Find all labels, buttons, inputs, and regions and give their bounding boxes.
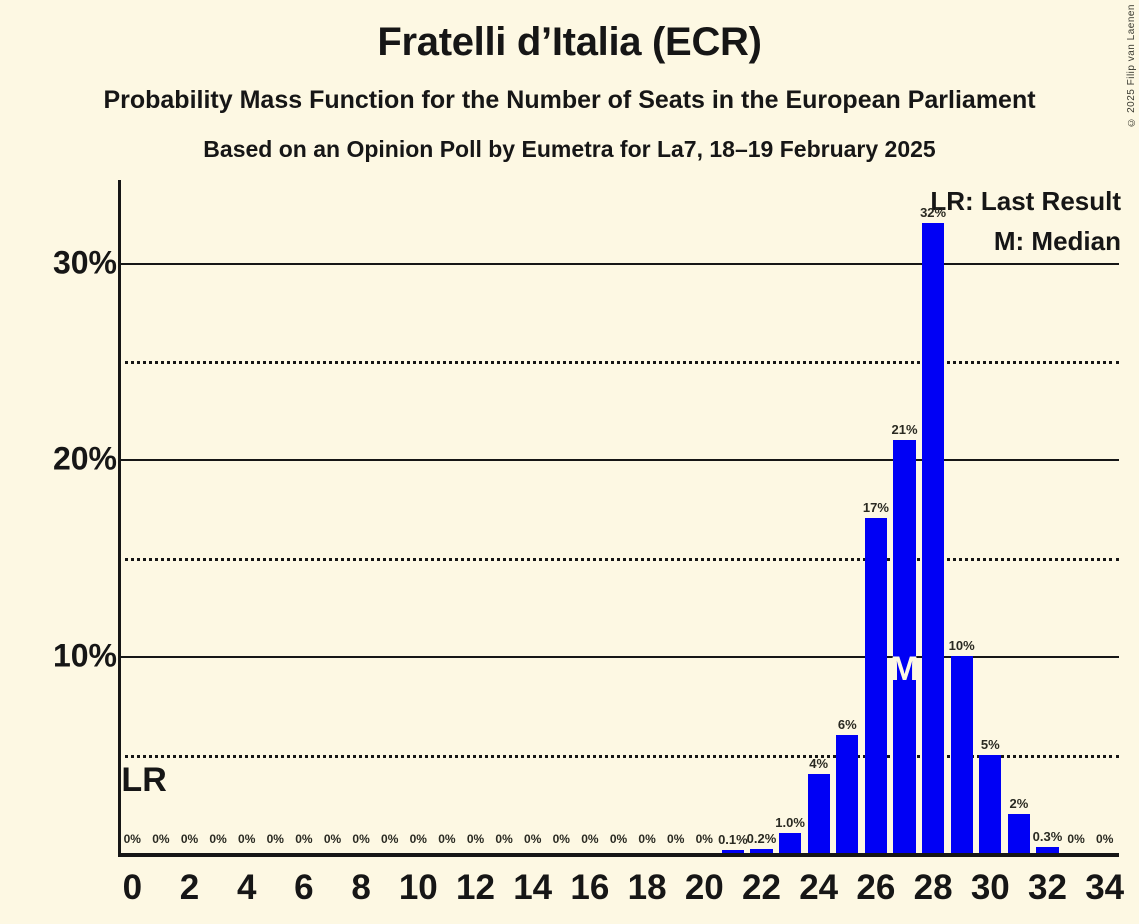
bar-value-label: 0% <box>180 832 199 846</box>
gridline-solid <box>118 459 1119 462</box>
chart-subtitle: Probability Mass Function for the Number… <box>103 86 1036 114</box>
gridline-solid <box>118 262 1119 265</box>
x-axis-tick-label: 20 <box>684 868 724 907</box>
x-axis-tick-label: 34 <box>1085 868 1125 907</box>
gridline-dotted <box>118 754 1119 758</box>
x-axis-tick-label: 4 <box>236 868 257 907</box>
plot-area: 0% 0% 0% 0% 0% 0% 0% 0% 0% 0% 0% 0% 0% 0% 0% 0% 0% 0% 0% 0%… <box>118 180 1119 853</box>
bar-value-label: 0% <box>381 832 399 846</box>
bar-value-label: 0% <box>352 832 370 846</box>
x-axis-tick-label: 2 <box>179 868 200 907</box>
bar <box>1007 813 1031 853</box>
bar-value-label: 32% <box>920 205 947 221</box>
bar-value-label: 0% <box>123 832 141 846</box>
bar-value-label: 0% <box>695 832 713 846</box>
x-axis-tick-label: 8 <box>351 868 371 907</box>
bar-value-label: 2% <box>1009 795 1029 811</box>
bar-value-label: 1.0% <box>775 815 805 831</box>
x-axis-tick-label: 26 <box>856 868 896 907</box>
gridline-dotted <box>118 557 1119 561</box>
bar <box>979 754 1002 853</box>
x-axis-tick-label: 16 <box>570 868 610 907</box>
bar <box>893 439 916 853</box>
bar-value-label: 0% <box>323 832 342 846</box>
bar <box>950 656 973 853</box>
x-axis-tick-label: 22 <box>742 868 781 907</box>
bar-value-label: 0% <box>524 832 542 846</box>
bar-value-label: 0% <box>295 832 313 846</box>
x-axis-tick-label: 0 <box>122 868 143 907</box>
last-result-marker: LR <box>121 760 167 799</box>
bar-value-label: 0.2% <box>746 831 777 847</box>
bar-value-label: 0% <box>409 832 427 846</box>
median-marker: M <box>890 650 919 689</box>
gridline-solid <box>118 656 1119 659</box>
bar-value-label: 10% <box>948 638 975 654</box>
bar-value-label: 0% <box>152 832 170 846</box>
bar-value-label: 0% <box>1096 832 1114 846</box>
bar-value-label: 5% <box>980 736 1000 752</box>
legend-median: M: Median <box>993 226 1121 256</box>
bar-value-label: 0% <box>1067 832 1085 846</box>
bar <box>750 849 773 853</box>
legend-last-result: LR: Last Result <box>930 186 1121 216</box>
bar <box>1036 847 1059 853</box>
bar-value-label: 0% <box>495 832 513 846</box>
bar-value-label: 0% <box>209 832 227 846</box>
y-axis-tick-label: 20% <box>52 440 117 477</box>
bar-value-label: 0.3% <box>1032 829 1063 845</box>
y-axis-tick-label: 30% <box>52 244 117 281</box>
bar-value-label: 21% <box>891 421 918 437</box>
bar-value-label: 0% <box>609 832 628 846</box>
bar <box>778 833 802 853</box>
chart-source-line: Based on an Opinion Poll by Eumetra for … <box>203 136 936 162</box>
bar-value-label: 0% <box>552 832 570 846</box>
bar-value-label: 0% <box>638 832 656 846</box>
x-axis-tick-label: 10 <box>398 868 438 907</box>
bar-value-label: 0% <box>438 832 456 846</box>
x-axis-tick-label: 12 <box>456 868 495 907</box>
bar-value-label: 4% <box>809 756 829 772</box>
bar-value-label: 0% <box>238 832 256 846</box>
bar-value-label: 0% <box>667 832 685 846</box>
y-axis-line <box>118 180 121 856</box>
copyright-notice: © 2025 Filip van Laenen <box>1126 4 1137 128</box>
bar-value-label: 0% <box>466 832 485 846</box>
bar <box>836 734 859 853</box>
bar-value-label: 0% <box>581 832 599 846</box>
bar-value-label: 6% <box>837 716 857 732</box>
bar-value-label: 0% <box>266 832 284 846</box>
x-axis-line <box>118 853 1119 857</box>
x-axis-tick-label: 28 <box>913 868 953 907</box>
bar <box>864 518 888 853</box>
x-axis-tick-label: 14 <box>513 868 553 907</box>
page-title: Fratelli d’Italia (ECR) <box>377 20 762 64</box>
bar <box>807 774 830 853</box>
x-axis-tick-label: 24 <box>799 868 839 907</box>
bar-value-label: 0.1% <box>718 832 748 847</box>
bar <box>921 223 945 853</box>
bar <box>721 850 745 853</box>
x-axis-tick-label: 6 <box>294 868 314 907</box>
x-axis-tick-label: 18 <box>627 868 667 907</box>
x-axis-tick-label: 30 <box>970 868 1010 907</box>
y-axis-tick-label: 10% <box>52 637 117 674</box>
x-axis-tick-label: 32 <box>1028 868 1067 907</box>
bar-value-label: 17% <box>862 500 889 516</box>
gridline-dotted <box>118 361 1119 365</box>
